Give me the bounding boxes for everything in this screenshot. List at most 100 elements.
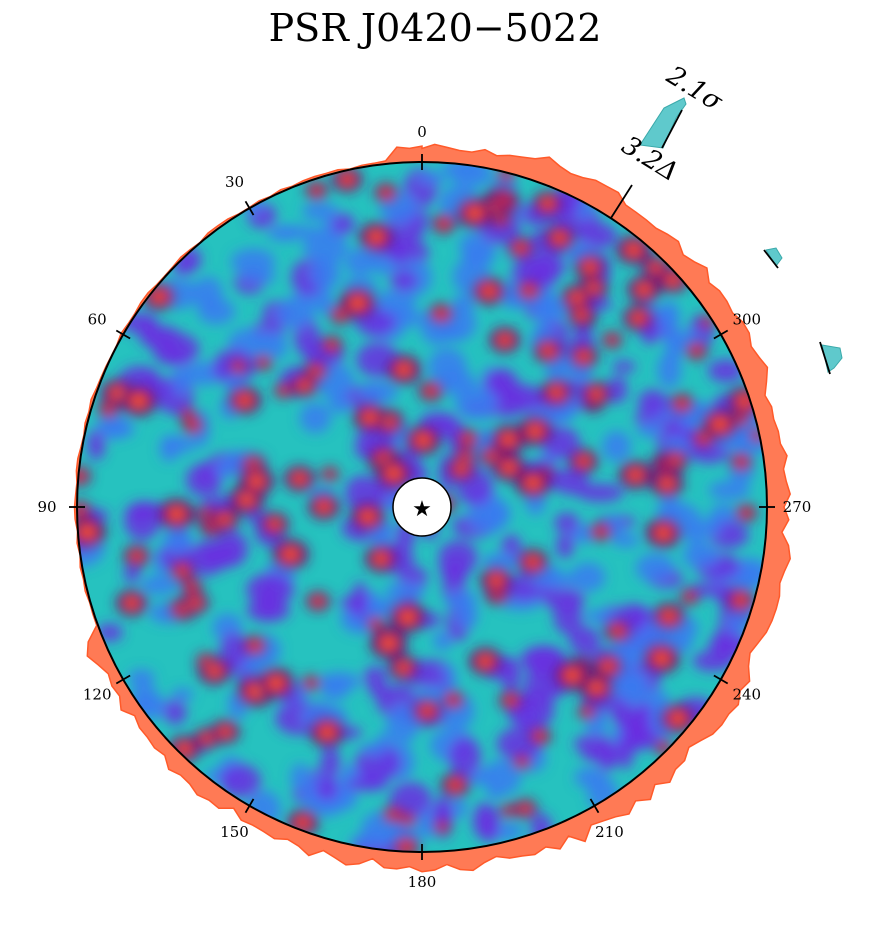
heatmap-cell [610,695,627,725]
heatmap-hotspot [506,809,511,813]
heatmap-hotspot [508,698,514,703]
heatmap-cell [492,383,526,417]
heatmap-hotspot [329,343,335,347]
heatmap-cell [612,360,636,373]
heatmap-hotspot [438,311,444,316]
heatmap-cell [433,631,453,651]
heatmap-hotspot [400,366,408,373]
tick-label: 150 [220,823,249,841]
heatmap-hotspot [190,423,196,428]
heatmap-cell [688,520,705,551]
heatmap-cell [363,666,387,690]
heatmap-hotspot [501,337,508,343]
heatmap-cell [448,737,481,777]
heatmap-hotspot [372,234,380,240]
heatmap-cell [574,734,613,754]
tick-mark [115,674,131,685]
heatmap-cell [555,533,575,559]
heatmap-hotspot [134,553,140,559]
heatmap-hotspot [659,529,668,536]
heatmap-cell [219,632,248,666]
heatmap-hotspot [83,528,92,536]
heatmap-cell [389,270,418,292]
heatmap-hotspot [522,806,528,811]
heatmap-hotspot [531,428,539,434]
heatmap-hotspot [179,568,185,573]
heatmap-hotspot [192,600,199,606]
heatmap-hotspot [181,746,188,752]
heatmap-cell [635,553,675,583]
heatmap-hotspot [635,315,642,321]
heatmap-hotspot [520,760,524,764]
heatmap-hotspot [489,454,495,459]
heatmap-hotspot [391,812,396,817]
heatmap-cell [299,402,332,434]
heatmap-cell [461,245,496,267]
heatmap-hotspot [301,382,307,388]
heatmap-cell [488,369,508,389]
heatmap-cell [552,468,589,495]
heatmap-cell [570,562,606,592]
heatmap-hotspot [323,729,331,736]
heatmap-cell [682,543,720,568]
heatmap-hotspot [584,710,589,714]
heatmap-cell [193,276,223,310]
heatmap-hotspot [222,729,229,735]
heatmap-cell [414,172,449,185]
heatmap-hotspot [705,320,709,324]
heatmap-hotspot [462,454,468,459]
heatmap-cell [263,340,288,359]
heatmap-cell [301,202,339,221]
tick-mark [713,674,729,685]
heatmap-hotspot [328,472,332,476]
heatmap-hotspot [419,437,427,444]
heatmap-hotspot [482,658,489,665]
heatmap-hotspot [106,407,111,412]
heatmap-cell [406,672,450,687]
heatmap-cell [554,512,580,533]
heatmap-cell [621,673,650,708]
heatmap-cell [315,777,339,801]
heatmap-hotspot [605,663,611,669]
heatmap-hotspot [505,464,513,471]
heatmap-hotspot [504,436,512,443]
heatmap-hotspot [493,577,500,584]
heatmap-hotspot [741,398,749,404]
heatmap-cell [171,688,194,702]
tick-label: 300 [732,311,761,329]
heatmap-cell [246,599,290,622]
heatmap-cell [607,376,628,404]
heatmap-hotspot [553,389,560,396]
heatmap-hotspot [738,417,743,421]
heatmap-hotspot [250,462,257,467]
heatmap-cell [332,213,355,235]
heatmap-hotspot [687,595,692,599]
tick-mark [713,329,729,340]
heatmap-hotspot [598,529,604,534]
heatmap-hotspot [204,512,209,516]
heatmap-cell [480,807,500,843]
heatmap-hotspot [296,476,303,482]
heatmap-hotspot [315,599,321,604]
heatmap-cell [483,499,511,529]
heatmap-hotspot [403,613,412,621]
tick-label: 60 [88,311,107,329]
heatmap-cell [102,422,135,438]
heatmap-cell [419,412,459,429]
heatmap-hotspot [221,516,228,522]
heatmap-hotspot [281,388,286,393]
heatmap-hotspot [299,820,306,826]
heatmap-hotspot [701,436,706,441]
heatmap-hotspot [286,551,295,558]
heatmap-hotspot [632,472,639,478]
heatmap-hotspot [320,503,328,510]
annotation-line-2 [763,249,779,269]
heatmap-hotspot [578,312,585,318]
heatmap-hotspot [529,479,537,486]
tick-label: 240 [732,686,761,704]
heatmap-hotspot [272,680,280,687]
heatmap-cell [185,463,223,497]
heatmap-cell [124,501,161,541]
heatmap-hotspot [314,188,319,193]
